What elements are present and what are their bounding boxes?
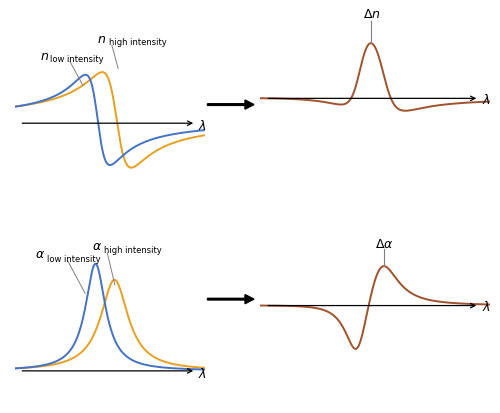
Text: high intensity: high intensity [109,38,166,47]
Text: $\lambda$: $\lambda$ [482,299,490,313]
Text: $\alpha$: $\alpha$ [35,248,45,261]
Text: $\Delta\alpha$: $\Delta\alpha$ [374,237,393,250]
Text: low intensity: low intensity [50,55,104,64]
Text: low intensity: low intensity [48,254,101,263]
Text: $\lambda$: $\lambda$ [198,118,207,132]
Text: $\Delta n$: $\Delta n$ [363,8,380,21]
Text: $\lambda$: $\lambda$ [198,366,207,380]
Text: $\lambda$: $\lambda$ [482,93,490,107]
Text: $\alpha$: $\alpha$ [92,240,102,253]
Text: high intensity: high intensity [104,246,162,255]
Text: $n$: $n$ [96,33,106,45]
Text: $n$: $n$ [40,50,48,63]
